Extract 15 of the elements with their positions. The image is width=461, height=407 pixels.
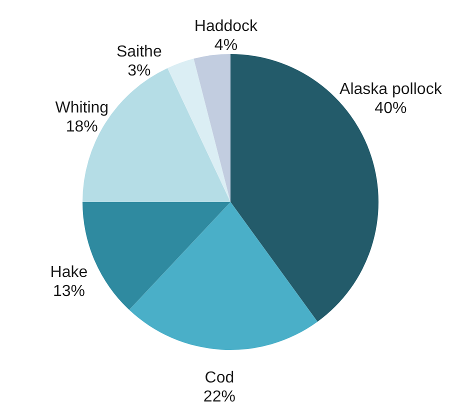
pie-slice — [167, 58, 230, 202]
pie-slice — [194, 54, 230, 202]
data-label: 3% — [128, 62, 151, 80]
slice-label: Hake — [50, 264, 88, 281]
data-label: 40% — [374, 100, 407, 118]
data-label: 18% — [66, 118, 98, 136]
pie-slice — [129, 202, 318, 350]
slice-label: Haddock — [194, 18, 259, 36]
slice-label: Whiting — [55, 100, 109, 117]
slice-label: Saithe — [116, 44, 162, 61]
slice-label: Cod — [204, 370, 234, 387]
slice-label: Alaska pollock — [340, 81, 443, 98]
data-label: 22% — [203, 388, 236, 406]
data-label: 13% — [52, 282, 85, 300]
data-label: 4% — [214, 37, 238, 54]
